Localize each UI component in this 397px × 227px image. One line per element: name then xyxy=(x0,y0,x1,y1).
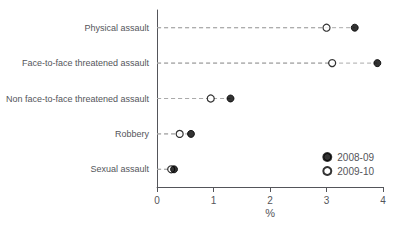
svg-text:Physical assault: Physical assault xyxy=(85,23,150,33)
svg-text:Robbery: Robbery xyxy=(115,129,150,139)
svg-text:1: 1 xyxy=(211,195,217,206)
svg-text:2008-09: 2008-09 xyxy=(337,152,374,163)
svg-text:2: 2 xyxy=(267,195,273,206)
svg-text:2009-10: 2009-10 xyxy=(337,166,374,177)
svg-text:Sexual assault: Sexual assault xyxy=(91,164,150,174)
svg-text:Face-to-face threatened assaul: Face-to-face threatened assault xyxy=(22,58,150,68)
svg-text:0: 0 xyxy=(154,195,160,206)
svg-text:%: % xyxy=(265,207,275,219)
svg-text:Non face-to-face threatened as: Non face-to-face threatened assault xyxy=(6,94,150,104)
svg-text:3: 3 xyxy=(324,195,330,206)
svg-text:4: 4 xyxy=(380,195,386,206)
